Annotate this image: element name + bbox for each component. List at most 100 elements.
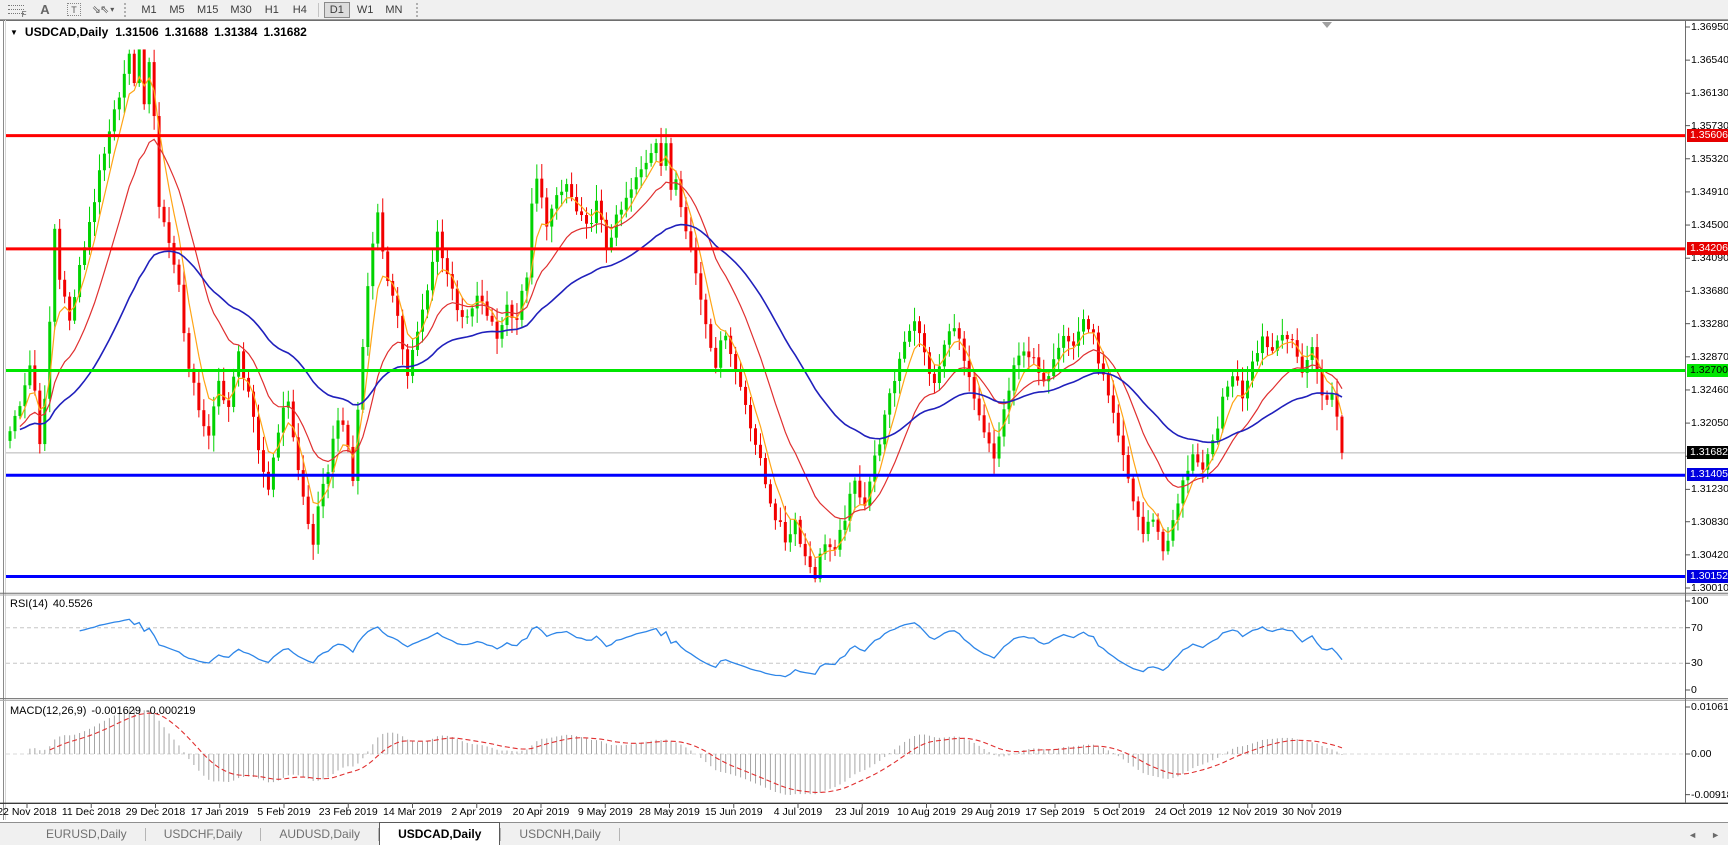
price-tick-label: 1.34910 [1691, 185, 1728, 198]
chart-canvas[interactable] [0, 20, 1728, 845]
chart-shift-marker-icon[interactable] [1322, 22, 1332, 28]
timeframe-button-M15[interactable]: M15 [197, 3, 219, 16]
chart-title-row: ▼ USDCAD,Daily 1.31506 1.31688 1.31384 1… [10, 25, 307, 39]
macd-panel[interactable] [6, 708, 1685, 796]
price-tick-label: 1.33280 [1691, 317, 1728, 330]
price-tick-label: 1.36540 [1691, 54, 1728, 67]
level-badge-1.34206: 1.34206 [1687, 241, 1728, 255]
macd-tick-max: 0.010615 [1691, 701, 1728, 713]
tab-divider [618, 828, 620, 841]
level-badge-1.32700: 1.32700 [1687, 363, 1728, 377]
macd-tick-zero: 0.00 [1691, 748, 1712, 760]
rsi-tick-100: 100 [1691, 595, 1709, 607]
price-tick-label: 1.36130 [1691, 87, 1728, 100]
date-tick-label: 15 Jun 2019 [704, 806, 763, 818]
timeframe-button-MN[interactable]: MN [385, 3, 403, 16]
price-tick-label: 1.30010 [1691, 582, 1728, 594]
quote-open: 1.31506 [115, 25, 159, 39]
date-tick-label: 5 Oct 2019 [1093, 806, 1145, 818]
main-price-panel[interactable] [6, 49, 1685, 583]
tabs-scroll-left-icon[interactable]: ◄ [1688, 830, 1698, 840]
level-badge-1.30152: 1.30152 [1687, 569, 1728, 583]
price-tick-label: 1.32460 [1691, 383, 1728, 396]
date-tick-label: 10 Aug 2019 [897, 806, 956, 818]
rsi-label-row: RSI(14) 40.5526 [10, 598, 93, 610]
price-tick-label: 1.30420 [1691, 548, 1728, 561]
collapse-triangle-icon[interactable]: ▼ [10, 27, 18, 37]
arrows-tool-icon[interactable]: ⇘⇖ ▾ [91, 4, 115, 16]
chart-window[interactable]: ▼ USDCAD,Daily 1.31506 1.31688 1.31384 1… [0, 20, 1728, 822]
fibonacci-lines-tool-icon[interactable]: F [3, 2, 29, 19]
rsi-tick-70: 70 [1691, 621, 1703, 634]
text-label-tool-icon[interactable]: A [40, 2, 50, 17]
date-tick-label: 23 Jul 2019 [835, 806, 890, 818]
date-tick-label: 24 Oct 2019 [1154, 806, 1213, 818]
tab-divider [378, 828, 380, 841]
tab-divider [144, 828, 146, 841]
date-tick-label: 9 May 2019 [577, 806, 633, 818]
date-tick-label: 23 Feb 2019 [318, 806, 378, 818]
price-tick-label: 1.36950 [1691, 21, 1728, 33]
date-tick-label: 28 May 2019 [639, 806, 700, 818]
rsi-tick-0: 0 [1691, 684, 1697, 696]
timeframe-button-M30[interactable]: M30 [230, 3, 252, 16]
date-tick-label: 20 Apr 2019 [512, 806, 570, 818]
macd-tick-min: -0.009181 [1691, 788, 1728, 801]
symbol-tabbar: EURUSD,Daily USDCHF,Daily AUDUSD,Daily USDC… [0, 822, 1728, 845]
level-badge-1.31405: 1.31405 [1687, 468, 1728, 482]
price-tick-label: 1.31230 [1691, 483, 1728, 496]
timeframe-button-M1[interactable]: M1 [141, 3, 157, 16]
timeframe-button-D1[interactable]: D1 [323, 1, 350, 18]
price-tick-label: 1.30830 [1691, 515, 1728, 528]
text-tool-icon[interactable]: T [61, 2, 87, 18]
price-tick-label: 1.32870 [1691, 350, 1728, 363]
macd-label: MACD(12,26,9) [10, 705, 87, 717]
level-badge-1.35606: 1.35606 [1687, 128, 1728, 142]
timeframe-button-H4[interactable]: H4 [292, 3, 307, 16]
date-tick-label: 12 Nov 2019 [1217, 806, 1278, 818]
date-tick-label: 30 Nov 2019 [1282, 806, 1342, 818]
timeframe-button-M5[interactable]: M5 [169, 3, 185, 16]
tab-divider [500, 828, 502, 841]
tab-divider [260, 828, 262, 841]
top-toolbar: F A T ⇘⇖ ▾ M1 M5 M15 M30 H1 H4 D1 W1 MN [0, 0, 1728, 20]
symbol-tab-audusd[interactable]: AUDUSD,Daily [279, 827, 361, 841]
price-tick-label: 1.35730 [1691, 119, 1728, 132]
toolbar-gripper [124, 2, 129, 17]
quote-low: 1.31384 [214, 25, 258, 39]
rsi-tick-30: 30 [1691, 657, 1703, 670]
quote-close: 1.31682 [263, 25, 307, 39]
date-tick-label: 11 Dec 2018 [61, 806, 121, 818]
toolbar-gripper-2 [416, 2, 421, 17]
tabs-scroll-right-icon[interactable]: ► [1711, 830, 1720, 840]
symbol-tab-usdcnh[interactable]: USDCNH,Daily [519, 827, 601, 841]
chart-title: USDCAD,Daily [24, 25, 109, 39]
date-tick-label: 4 Jul 2019 [773, 806, 823, 818]
panel-borders [0, 20, 1728, 820]
chevron-down-icon[interactable]: ▾ [110, 5, 115, 14]
macd-main-value: -0.001629 [91, 705, 141, 717]
symbol-tab-eurusd[interactable]: EURUSD,Daily [46, 827, 127, 841]
symbol-tab-usdchf[interactable]: USDCHF,Daily [163, 827, 243, 841]
price-tick-label: 1.32050 [1691, 417, 1728, 430]
price-tick-label: 1.35320 [1691, 152, 1728, 165]
rsi-label: RSI(14) [10, 598, 48, 610]
timeframe-button-H1[interactable]: H1 [264, 3, 279, 16]
date-tick-label: 14 Mar 2019 [383, 806, 442, 818]
price-tick-label: 1.34500 [1691, 219, 1728, 232]
price-tick-label: 1.34090 [1691, 252, 1728, 265]
current-price-badge: 1.31682 [1687, 445, 1728, 459]
timeframe-button-W1[interactable]: W1 [356, 3, 374, 16]
symbol-tab-usdcad[interactable]: USDCAD,Daily [379, 822, 501, 845]
date-tick-label: 17 Jan 2019 [190, 806, 249, 818]
rsi-value: 40.5526 [52, 598, 93, 610]
date-tick-label: 5 Feb 2019 [257, 806, 311, 818]
macd-signal-value: -0.000219 [145, 705, 196, 717]
horizontal-level-lines[interactable] [6, 134, 1685, 579]
date-tick-label: 29 Aug 2019 [961, 806, 1021, 818]
rsi-panel[interactable] [6, 618, 1685, 678]
date-tick-label: 29 Dec 2018 [125, 806, 186, 818]
date-tick-label: 2 Apr 2019 [451, 806, 503, 818]
price-tick-label: 1.33680 [1691, 285, 1728, 298]
